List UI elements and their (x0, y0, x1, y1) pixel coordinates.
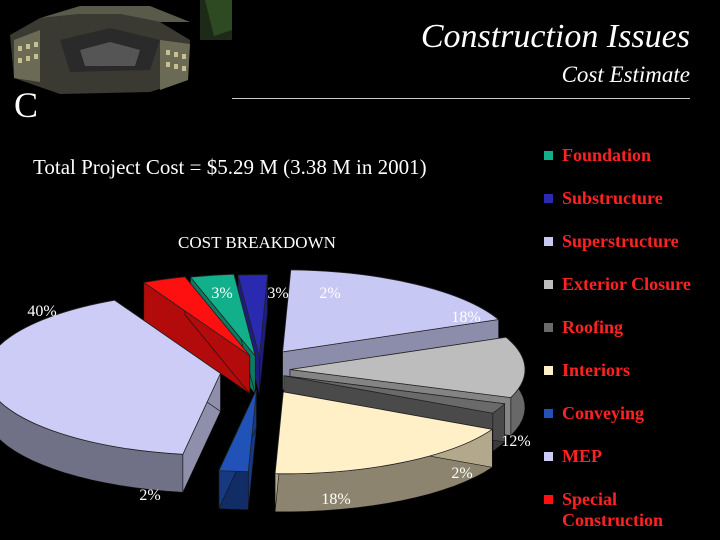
title-divider (232, 98, 690, 99)
building-thumbnail-image (0, 0, 232, 100)
pie-slice-top (274, 391, 494, 475)
data-label-mep: 40% (27, 303, 56, 320)
legend-swatch-roofing (544, 323, 553, 332)
pie-slice-top (237, 274, 268, 357)
legend-swatch-special-construction (544, 495, 553, 504)
legend-swatch-foundation (544, 151, 553, 160)
data-label-superstructure: 18% (451, 309, 480, 326)
pie-slice-top (0, 299, 221, 455)
legend-swatch-interiors (544, 366, 553, 375)
legend-label-conveying: Conveying (562, 403, 645, 423)
legend-swatch-conveying (544, 409, 553, 418)
chart-subtitle: COST BREAKDOWN (178, 233, 336, 252)
pie-slice-interiors (274, 391, 494, 513)
pie-slice-top (189, 273, 256, 357)
section-letter: C (14, 85, 39, 125)
pie-slice-special-construction (142, 276, 251, 395)
cost-breakdown-pie-chart: 3% 2% 18% 12% 2% 18% 2% 40% 3% (0, 269, 530, 513)
pie-slice-mep (0, 299, 221, 493)
legend-label-superstructure: Superstructure (562, 231, 679, 251)
page-title: Construction Issues (420, 18, 690, 55)
legend-label-roofing: Roofing (562, 317, 624, 337)
page-subtitle: Cost Estimate (561, 62, 690, 87)
legend-label-special-construction: Special Construction (562, 489, 664, 530)
legend-swatch-exterior-closure (544, 280, 553, 289)
data-label-roofing: 2% (451, 465, 472, 482)
data-label-foundation: 3% (267, 285, 288, 302)
pie-slice-top (142, 276, 251, 356)
legend-swatch-superstructure (544, 237, 553, 246)
data-label-exterior-closure: 12% (501, 433, 530, 450)
data-label-substructure: 2% (319, 285, 340, 302)
data-label-special-construction: 3% (211, 285, 232, 302)
legend-label-exterior-closure: Exterior Closure (562, 274, 691, 294)
total-project-cost: Total Project Cost = $5.29 M (3.38 M in … (33, 155, 427, 179)
pie-slice-conveying (218, 389, 257, 511)
pie-slice-top (282, 269, 500, 353)
pie-slice-top (283, 375, 506, 414)
legend-swatch-substructure (544, 194, 553, 203)
legend-label-mep: MEP (562, 446, 602, 466)
pie-slice-top (289, 336, 526, 399)
legend-label-interiors: Interiors (562, 360, 630, 380)
data-label-conveying: 2% (139, 487, 160, 504)
legend-label-foundation: Foundation (562, 145, 652, 165)
legend-label-substructure: Substructure (562, 188, 663, 208)
pie-slice-top (218, 389, 257, 473)
legend-swatch-mep (544, 452, 553, 461)
data-label-interiors: 18% (321, 491, 350, 508)
